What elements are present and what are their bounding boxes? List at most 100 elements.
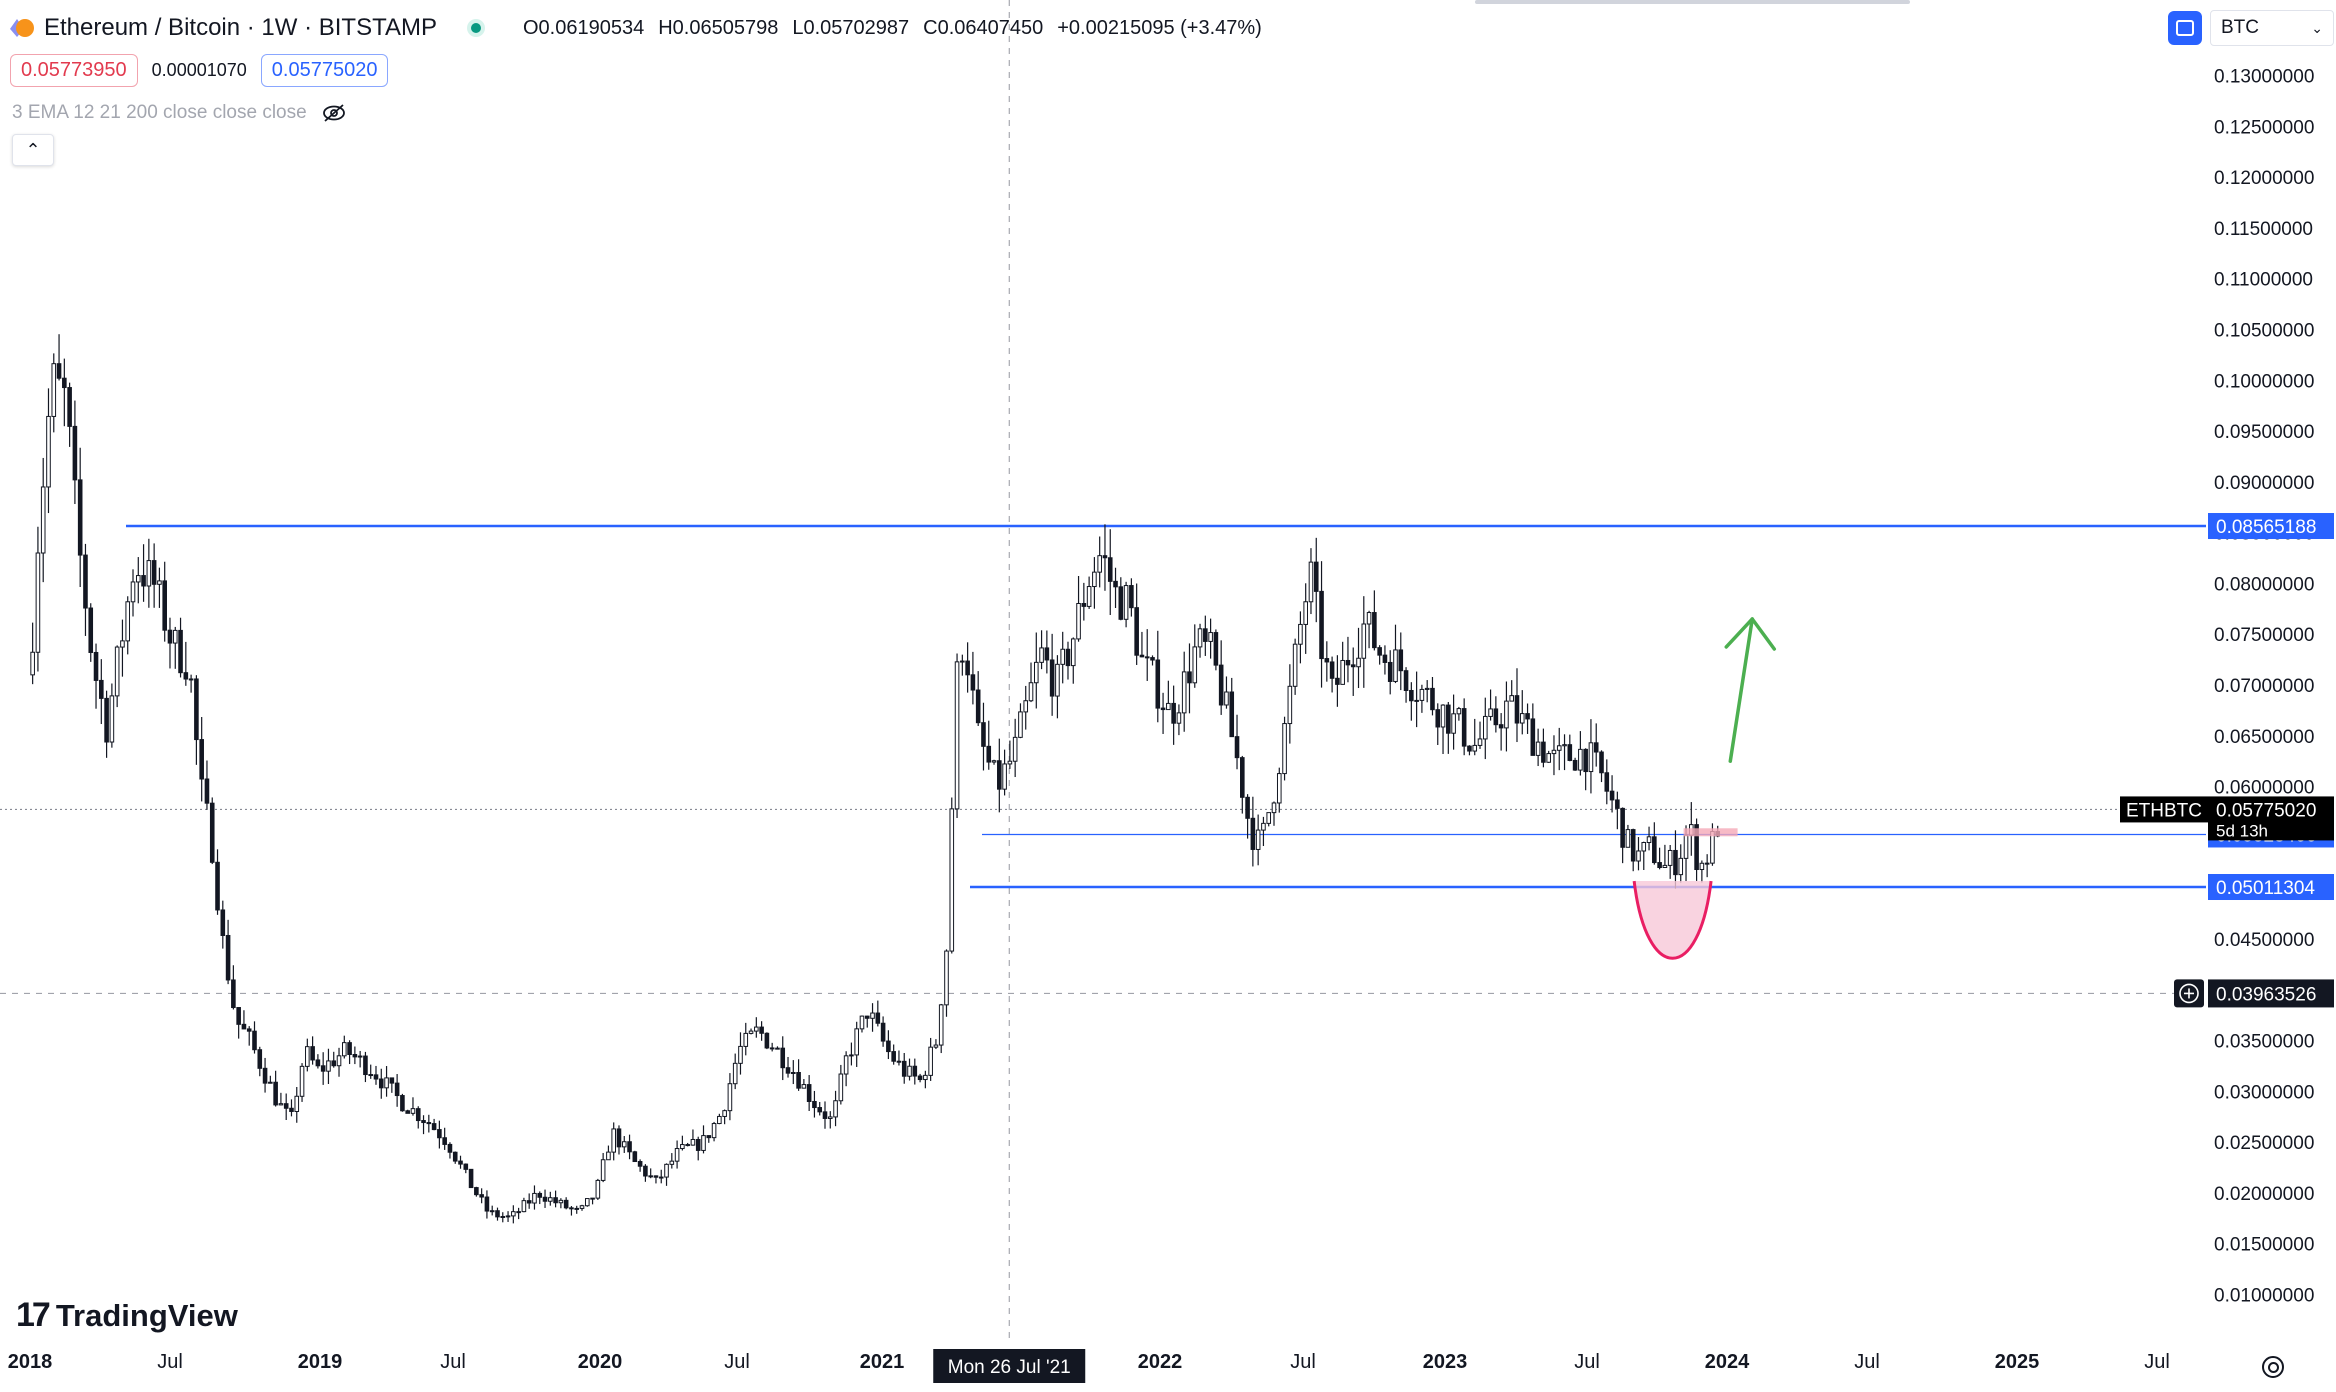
collapse-legend-button[interactable]: ⌃ — [12, 134, 54, 166]
buy-price-button[interactable]: 0.05775020 — [260, 54, 389, 87]
candle-body — [452, 1151, 458, 1162]
tradingview-logo[interactable]: 17 TradingView — [16, 1296, 238, 1335]
candle-body — [695, 1138, 701, 1151]
candle-body — [104, 697, 109, 743]
candle-body — [495, 1210, 500, 1218]
candle-body — [796, 1072, 801, 1089]
candle-body — [1652, 836, 1657, 864]
price-axis[interactable]: 0.13000000 0.12500000 0.12000000 0.11500000… — [2214, 67, 2314, 1307]
candle-body — [447, 1143, 453, 1153]
currency-label: BTC — [2221, 17, 2259, 38]
candle-body — [1430, 687, 1435, 711]
candle-body — [1340, 659, 1345, 685]
symbol-title[interactable]: Ethereum / Bitcoin · 1W · BITSTAMP — [44, 14, 437, 41]
chevron-down-icon: ⌄ — [2311, 19, 2323, 36]
candle-body — [891, 1051, 896, 1062]
candle-body — [664, 1163, 669, 1178]
candle-body — [537, 1192, 543, 1198]
user-drawings[interactable] — [1632, 617, 1777, 960]
candle-body — [1134, 607, 1139, 656]
indicator-legend[interactable]: 3 EMA 12 21 200 close close close — [12, 102, 347, 124]
candle-body — [743, 1032, 749, 1047]
candle-body — [717, 1115, 722, 1125]
candle-body — [384, 1077, 389, 1089]
candle-body — [1509, 695, 1515, 702]
time-axis-tick-label: 2023 — [1423, 1351, 1468, 1373]
candle-body — [400, 1095, 405, 1112]
candle-body — [1049, 659, 1055, 697]
candle-body — [896, 1060, 902, 1063]
ohlc-values: O0.06190534 H0.06505798 L0.05702987 C0.0… — [523, 17, 1262, 40]
crosshair-lines — [0, 0, 2206, 1340]
candle-body — [711, 1123, 717, 1139]
currency-select[interactable]: BTC ⌄ — [2210, 10, 2334, 46]
cup-shape-fill[interactable] — [1634, 881, 1712, 959]
candle-body — [1467, 745, 1472, 752]
candle-body — [299, 1065, 305, 1097]
candle-body — [928, 1046, 933, 1076]
candle-body — [1303, 601, 1308, 625]
candle-body — [56, 363, 62, 379]
price-axis-tick-label: 0.09500000 — [2214, 422, 2314, 443]
candle-body — [669, 1160, 675, 1165]
candle-body — [1435, 709, 1441, 728]
candle-body — [1657, 862, 1662, 869]
candle-body — [1525, 713, 1530, 720]
candle-body — [305, 1046, 310, 1067]
tradingview-logo-icon: 17 — [16, 1296, 51, 1334]
sell-price-button[interactable]: 0.05773950 — [10, 54, 138, 87]
candle-body — [960, 660, 965, 663]
time-axis-tick-label: 2019 — [298, 1351, 343, 1373]
gear-icon[interactable] — [2262, 1356, 2284, 1378]
window-top-bar — [1475, 0, 1910, 4]
candle-body — [1578, 748, 1583, 771]
candle-body — [415, 1108, 421, 1122]
price-axis-tick-label: 0.07000000 — [2214, 676, 2314, 697]
candle-body — [458, 1160, 463, 1165]
candle-body — [1081, 602, 1087, 607]
crosshair-date-tag — [933, 1349, 1086, 1383]
currency-toggle-icon[interactable] — [2168, 11, 2202, 45]
candle-body — [1488, 708, 1493, 717]
candle-body — [1166, 702, 1171, 711]
price-range-marker[interactable] — [1683, 828, 1738, 837]
price-axis-tick-label: 0.08000000 — [2214, 574, 2314, 595]
candle-body — [732, 1062, 738, 1085]
candle-body — [822, 1111, 828, 1119]
candle-body — [241, 1023, 247, 1030]
horizontal-levels[interactable] — [126, 524, 2206, 889]
trend-arrow-line[interactable] — [1728, 617, 1755, 763]
candle-body — [1086, 586, 1092, 607]
candle-body — [162, 580, 168, 631]
trend-arrow-head[interactable] — [1724, 617, 1777, 651]
candle-body — [431, 1123, 437, 1131]
candle-body — [954, 661, 960, 810]
cup-shape-outline[interactable] — [1632, 880, 1713, 960]
candle-body — [342, 1042, 347, 1057]
candle-body — [331, 1060, 337, 1067]
indicator-label[interactable]: 3 EMA 12 21 200 close close close — [12, 102, 307, 123]
candle-body — [183, 672, 189, 680]
candle-body — [426, 1122, 432, 1125]
price-axis-tick-label: 0.09000000 — [2214, 473, 2314, 494]
candle-body — [1113, 580, 1118, 588]
candle-body — [1234, 736, 1240, 759]
candle-body — [706, 1135, 712, 1139]
candle-body — [1662, 864, 1668, 869]
candle-body — [394, 1082, 400, 1097]
eye-crossed-icon[interactable] — [321, 103, 347, 123]
candle-body — [135, 575, 141, 583]
time-axis-tick-label: 2022 — [1138, 1351, 1183, 1373]
candle-body — [1292, 643, 1298, 687]
candle-body — [938, 1004, 944, 1046]
candle-body — [109, 695, 115, 743]
candle-body — [484, 1196, 490, 1212]
candle-body — [516, 1211, 521, 1214]
candle-body — [294, 1095, 300, 1112]
candle-body — [833, 1100, 838, 1118]
candle-body — [1097, 555, 1102, 573]
candle-body — [1007, 760, 1013, 765]
time-axis-tick-label: Jul — [440, 1351, 466, 1373]
time-axis[interactable]: 2018 Jul 2019 Jul 2020 Jul 2021 2022 Jul 2023 Jul 2… — [8, 1349, 2170, 1383]
